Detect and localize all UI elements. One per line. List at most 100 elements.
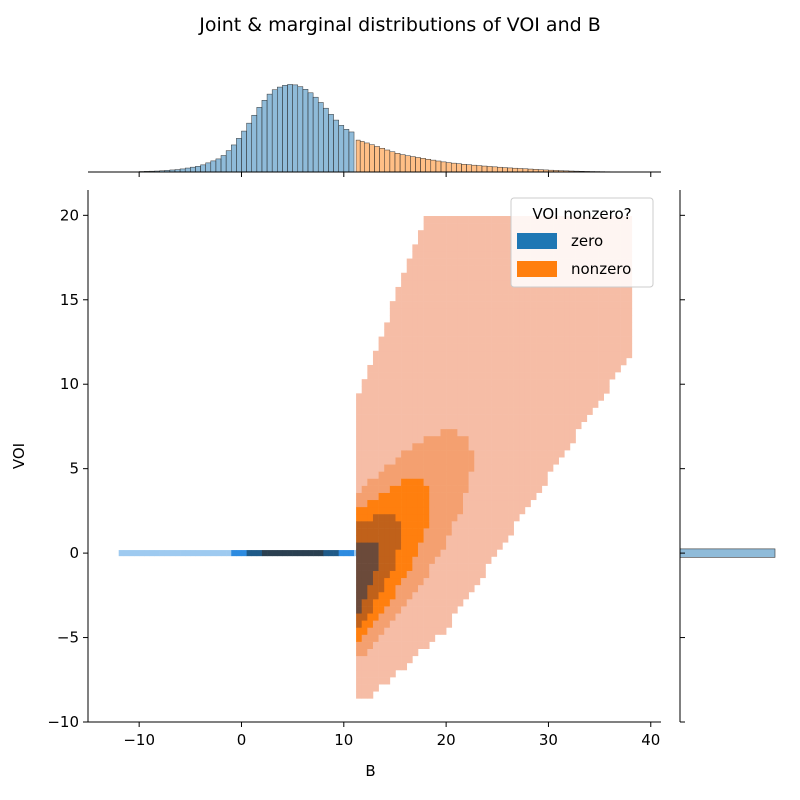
heatmap-cell bbox=[423, 343, 430, 352]
heatmap-cell bbox=[463, 442, 469, 451]
heatmap-cell bbox=[502, 400, 509, 408]
heatmap-cell bbox=[440, 364, 447, 373]
heatmap-cell bbox=[417, 606, 424, 614]
heatmap-cell bbox=[372, 400, 379, 408]
heatmap-cell bbox=[496, 322, 503, 330]
heatmap-cell bbox=[446, 308, 453, 316]
heatmap-cell bbox=[474, 407, 481, 415]
heatmap-cell bbox=[463, 549, 469, 557]
heatmap-cell bbox=[547, 372, 554, 380]
heatmap-cell bbox=[603, 336, 610, 344]
heatmap-cell bbox=[417, 563, 424, 571]
heatmap-cell bbox=[429, 599, 436, 607]
histogram-bar bbox=[476, 165, 483, 173]
heatmap-cell bbox=[361, 606, 368, 614]
heatmap-cell bbox=[378, 457, 385, 465]
heatmap-cell bbox=[553, 301, 559, 309]
heatmap-cell bbox=[513, 428, 520, 437]
heatmap-cell bbox=[457, 379, 464, 387]
heatmap-cell bbox=[463, 499, 469, 508]
heatmap-cell bbox=[614, 364, 621, 373]
heatmap-cell bbox=[356, 407, 363, 415]
heatmap-cell bbox=[581, 322, 588, 330]
heatmap-cell bbox=[541, 350, 548, 359]
heatmap-cell bbox=[530, 428, 537, 437]
heatmap-cell bbox=[491, 442, 498, 451]
heatmap-cell bbox=[378, 655, 385, 664]
heatmap-cell bbox=[581, 301, 588, 309]
heatmap-cell bbox=[581, 400, 588, 408]
heatmap-cell bbox=[417, 379, 424, 387]
heatmap-cell bbox=[356, 620, 363, 628]
histogram-bar bbox=[497, 166, 503, 173]
heatmap-cell bbox=[592, 315, 599, 323]
heatmap-cell bbox=[451, 549, 458, 557]
heatmap-cell bbox=[356, 599, 363, 607]
heatmap-cell bbox=[434, 258, 441, 266]
heatmap-cell bbox=[496, 535, 503, 543]
heatmap-cell bbox=[558, 357, 565, 366]
heatmap-cell bbox=[361, 499, 368, 508]
heatmap-cell bbox=[491, 322, 498, 330]
heatmap-cell bbox=[468, 265, 475, 274]
heatmap-cell bbox=[508, 528, 514, 536]
heatmap-cell bbox=[530, 457, 537, 465]
heatmap-cell bbox=[440, 223, 447, 231]
heatmap-cell bbox=[417, 279, 424, 288]
heatmap-cell bbox=[502, 485, 509, 493]
heatmap-cell bbox=[463, 542, 469, 550]
heatmap-cell bbox=[384, 372, 391, 380]
heatmap-cell bbox=[406, 435, 413, 444]
heatmap-cell bbox=[479, 549, 486, 557]
heatmap-cell bbox=[395, 471, 402, 479]
heatmap-cell bbox=[508, 464, 514, 472]
heatmap-cell bbox=[581, 393, 588, 401]
y-axis-label: VOI bbox=[10, 443, 28, 469]
heatmap-cell bbox=[384, 549, 391, 557]
heatmap-cell bbox=[384, 407, 391, 415]
heatmap-cell bbox=[417, 230, 424, 238]
heatmap-cell bbox=[609, 336, 616, 344]
heatmap-cell bbox=[384, 442, 391, 451]
heatmap-cell bbox=[446, 350, 453, 359]
heatmap-cell bbox=[541, 464, 548, 472]
heatmap-cell bbox=[513, 499, 520, 508]
heatmap-cell bbox=[429, 329, 436, 337]
heatmap-cell bbox=[457, 308, 464, 316]
heatmap-cell bbox=[502, 279, 509, 288]
heatmap-cell bbox=[468, 251, 475, 259]
heatmap-cell bbox=[457, 286, 464, 295]
heatmap-cell bbox=[468, 244, 475, 252]
heatmap-cell bbox=[496, 407, 503, 415]
heatmap-cell bbox=[457, 279, 464, 288]
heatmap-cell bbox=[569, 308, 576, 316]
heatmap-cell bbox=[530, 301, 537, 309]
heatmap-cell bbox=[367, 428, 374, 437]
heatmap-cell bbox=[395, 599, 402, 607]
heatmap-cell bbox=[474, 258, 481, 266]
heatmap-cell bbox=[468, 272, 475, 281]
heatmap-cell bbox=[406, 570, 413, 579]
heatmap-cell bbox=[401, 620, 408, 628]
heatmap-cell bbox=[423, 230, 430, 238]
heatmap-cell bbox=[491, 457, 498, 465]
heatmap-cell bbox=[401, 513, 408, 522]
heatmap-cell bbox=[547, 329, 554, 337]
heatmap-cell bbox=[378, 506, 385, 515]
heatmap-cell bbox=[479, 237, 486, 245]
heatmap-cell bbox=[367, 535, 374, 543]
heatmap-cell bbox=[372, 606, 379, 614]
heatmap-cell bbox=[395, 364, 402, 373]
heatmap-cell bbox=[451, 591, 458, 600]
heatmap-cell bbox=[401, 372, 408, 380]
heatmap-cell bbox=[361, 421, 368, 430]
heatmap-cell bbox=[496, 513, 503, 522]
heatmap-cell bbox=[468, 343, 475, 352]
heatmap-cell bbox=[502, 336, 509, 344]
heatmap-cell bbox=[401, 379, 408, 387]
heatmap-cell bbox=[406, 471, 413, 479]
heatmap-cell bbox=[372, 662, 379, 671]
heatmap-cell bbox=[434, 584, 441, 593]
heatmap-cell bbox=[356, 535, 363, 543]
heatmap-cell bbox=[384, 606, 391, 614]
